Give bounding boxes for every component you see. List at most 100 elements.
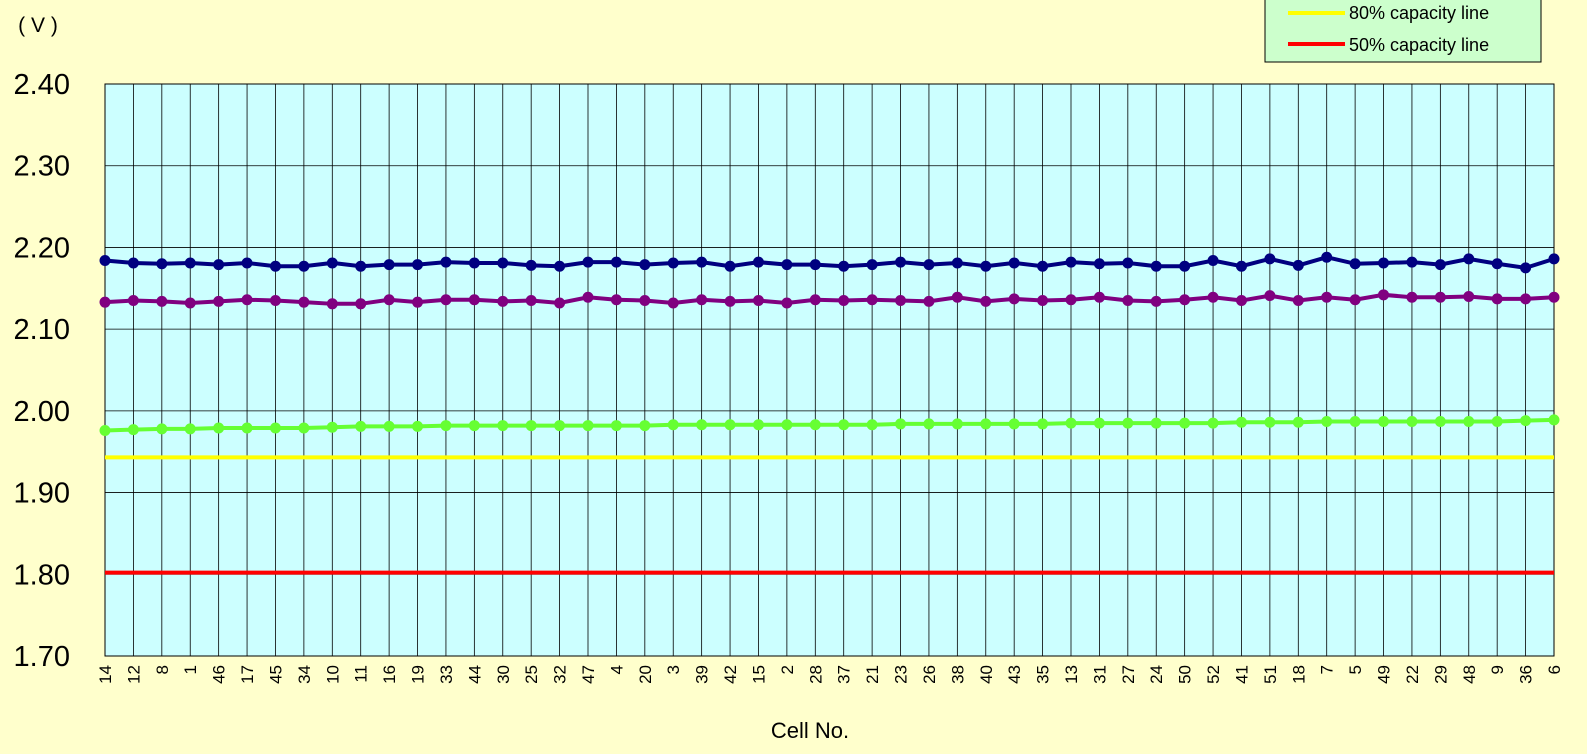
reference-lines xyxy=(105,455,1554,575)
x-tick-label: 50 xyxy=(1176,665,1195,684)
data-point xyxy=(99,296,111,308)
data-point xyxy=(582,420,594,432)
data-point xyxy=(1321,291,1333,303)
data-point xyxy=(241,294,253,306)
x-tick-label: 30 xyxy=(494,665,513,684)
y-tick-label: 2.30 xyxy=(14,151,70,183)
data-point xyxy=(1434,259,1446,271)
data-point xyxy=(1463,415,1475,427)
data-point xyxy=(468,420,480,432)
data-point xyxy=(639,295,651,307)
series-3 xyxy=(99,414,1560,436)
data-point xyxy=(1207,417,1219,429)
x-tick-label: 8 xyxy=(153,665,172,674)
x-tick-label: 18 xyxy=(1289,665,1308,684)
data-point xyxy=(1349,258,1361,270)
data-point xyxy=(610,256,622,268)
data-point xyxy=(440,294,452,306)
data-point xyxy=(1406,291,1418,303)
series-2 xyxy=(99,289,1560,310)
data-point xyxy=(1520,293,1532,305)
data-point xyxy=(667,257,679,269)
data-point xyxy=(554,420,566,432)
series-line xyxy=(104,255,1555,270)
y-axis-unit-label: ( V ) xyxy=(18,14,58,37)
data-point xyxy=(213,259,225,271)
x-tick-label: 1 xyxy=(181,665,200,674)
x-tick-label: 20 xyxy=(636,665,655,684)
data-point xyxy=(1150,295,1162,307)
data-point xyxy=(809,419,821,431)
x-tick-label: 4 xyxy=(607,665,626,674)
data-point xyxy=(440,256,452,268)
data-point xyxy=(724,260,736,272)
data-point xyxy=(1065,417,1077,429)
data-point xyxy=(468,257,480,269)
x-tick-label: 6 xyxy=(1545,665,1564,674)
data-point xyxy=(1037,418,1049,430)
data-point xyxy=(980,418,992,430)
data-point xyxy=(1264,290,1276,302)
legend: 80% capacity line 50% capacity line xyxy=(1264,0,1542,63)
data-point xyxy=(1406,256,1418,268)
data-point xyxy=(127,257,139,269)
x-axis-ticks: 14 12 8 1 46 17 45 34 10 11 16 19 33 44 30 25 32 47 4 20 3 39… xyxy=(96,665,1564,684)
data-point xyxy=(1207,291,1219,303)
x-tick-label: 10 xyxy=(323,665,342,684)
data-point xyxy=(1292,259,1304,271)
data-point xyxy=(383,259,395,271)
x-tick-label: 51 xyxy=(1261,665,1280,684)
data-point xyxy=(895,295,907,307)
data-point xyxy=(752,419,764,431)
data-point xyxy=(1207,255,1219,267)
data-point xyxy=(127,424,139,436)
data-point xyxy=(951,257,963,269)
data-point xyxy=(298,296,310,308)
data-point xyxy=(667,297,679,309)
data-point xyxy=(923,418,935,430)
data-point xyxy=(1065,294,1077,306)
data-point xyxy=(781,419,793,431)
data-point xyxy=(1520,415,1532,427)
data-point xyxy=(554,297,566,309)
y-tick-label: 1.70 xyxy=(14,641,70,673)
x-tick-label: 45 xyxy=(266,665,285,684)
data-point xyxy=(1235,295,1247,307)
data-point xyxy=(468,294,480,306)
x-tick-label: 47 xyxy=(579,665,598,684)
x-tick-label: 5 xyxy=(1346,665,1365,674)
data-point xyxy=(1179,260,1191,272)
data-point xyxy=(213,295,225,307)
data-point xyxy=(1122,257,1134,269)
data-point xyxy=(895,418,907,430)
data-point xyxy=(1264,416,1276,428)
data-point xyxy=(184,297,196,309)
data-point xyxy=(980,260,992,272)
data-point xyxy=(298,260,310,272)
data-point xyxy=(951,291,963,303)
x-tick-label: 33 xyxy=(437,665,456,684)
data-point xyxy=(1520,262,1532,274)
data-point xyxy=(156,258,168,270)
x-tick-label: 39 xyxy=(693,665,712,684)
x-tick-label: 21 xyxy=(863,665,882,684)
x-tick-label: 41 xyxy=(1232,665,1251,684)
series-line xyxy=(104,417,1555,433)
data-point xyxy=(1264,253,1276,265)
data-point xyxy=(951,418,963,430)
data-point xyxy=(1434,291,1446,303)
data-point xyxy=(838,260,850,272)
legend-label-50: 50% capacity line xyxy=(1349,35,1489,55)
x-tick-label: 35 xyxy=(1034,665,1053,684)
data-point xyxy=(866,259,878,271)
data-point xyxy=(1235,416,1247,428)
data-point xyxy=(355,260,367,272)
data-point xyxy=(383,294,395,306)
x-tick-label: 12 xyxy=(124,665,143,684)
x-tick-label: 19 xyxy=(409,665,428,684)
data-point xyxy=(838,419,850,431)
data-point xyxy=(497,420,509,432)
data-point xyxy=(1150,260,1162,272)
data-point xyxy=(1093,291,1105,303)
